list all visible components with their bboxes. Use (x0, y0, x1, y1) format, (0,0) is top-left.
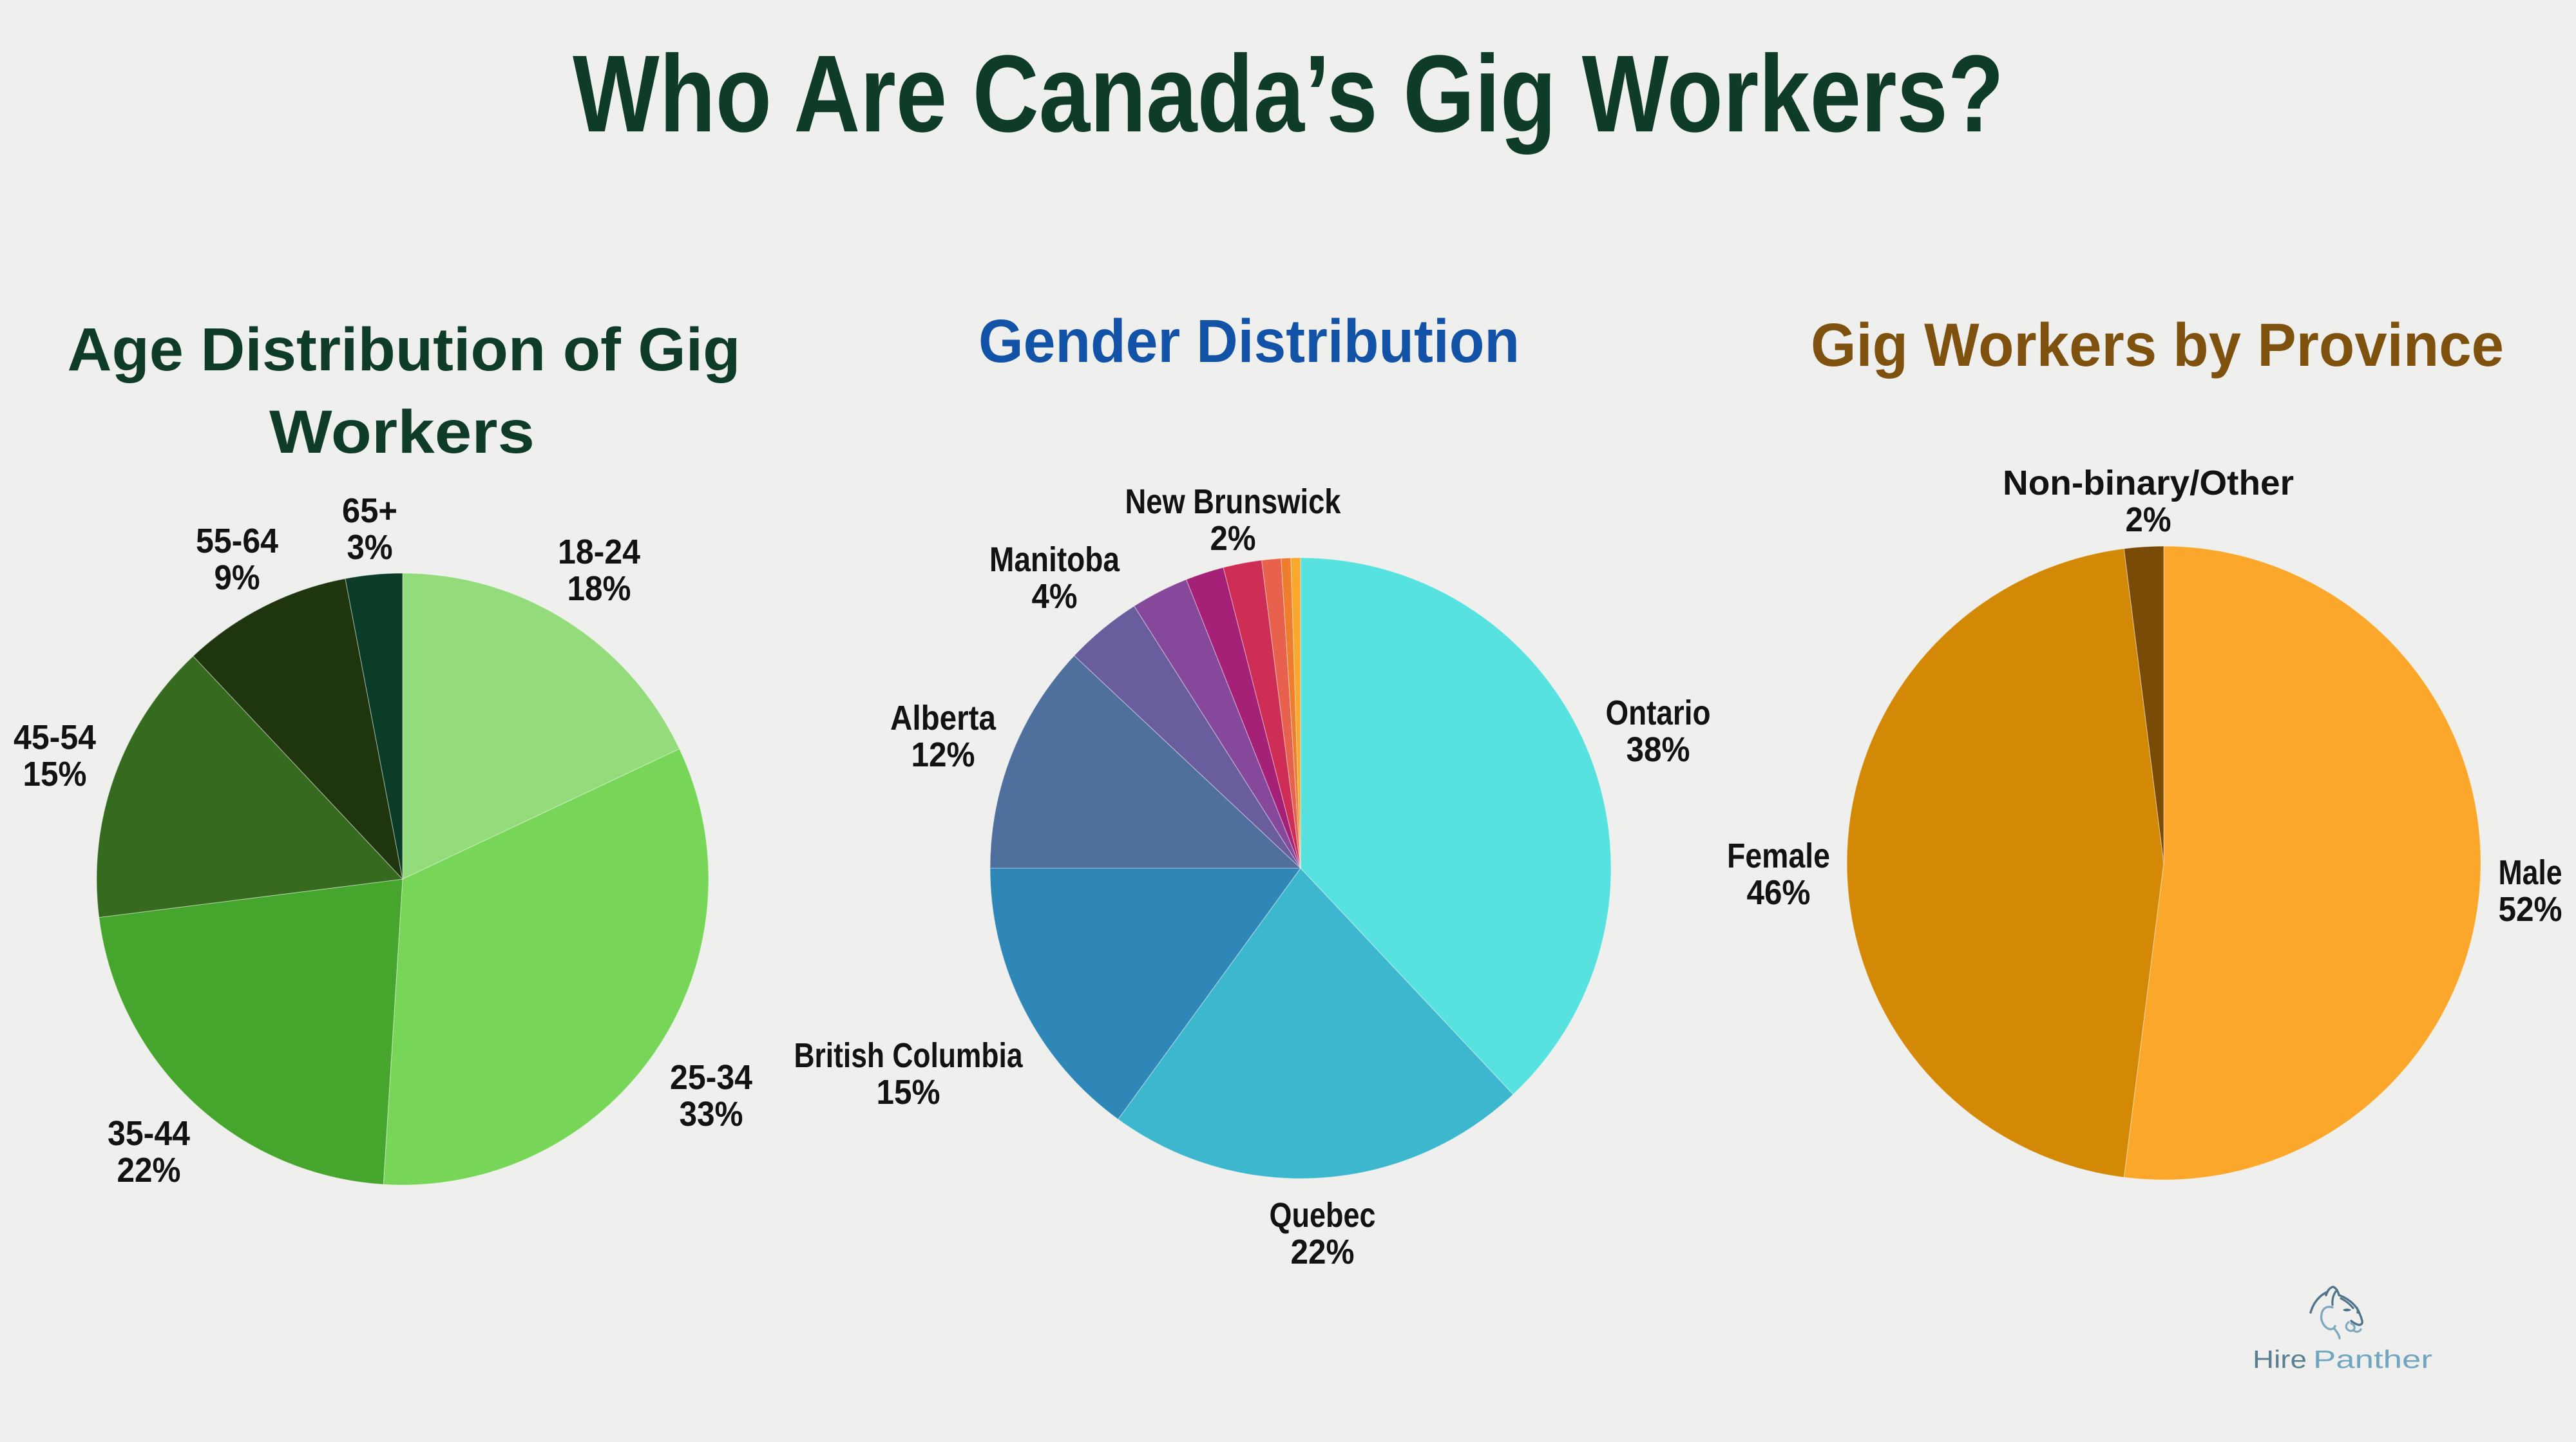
svg-text:Manitoba: Manitoba (989, 540, 1120, 579)
svg-text:Quebec: Quebec (1270, 1196, 1376, 1235)
svg-text:35-44: 35-44 (108, 1114, 190, 1153)
svg-text:2%: 2% (1210, 519, 1256, 558)
svg-text:Hire: Hire (2253, 1346, 2307, 1374)
svg-text:18-24: 18-24 (558, 533, 640, 571)
svg-text:3%: 3% (347, 528, 393, 567)
svg-text:Workers: Workers (269, 398, 535, 466)
svg-text:Ontario: Ontario (1606, 694, 1711, 732)
svg-text:9%: 9% (215, 558, 260, 597)
svg-text:52%: 52% (2499, 890, 2562, 929)
svg-text:38%: 38% (1627, 730, 1690, 769)
svg-text:New Brunswick: New Brunswick (1125, 482, 1342, 521)
svg-text:18%: 18% (568, 569, 631, 608)
svg-text:46%: 46% (1747, 873, 1811, 912)
svg-text:Gig Workers by Province: Gig Workers by Province (1811, 311, 2504, 379)
svg-text:55-64: 55-64 (196, 522, 278, 560)
svg-text:Who Are Canada’s Gig Workers?: Who Are Canada’s Gig Workers? (573, 33, 2004, 155)
svg-text:65+: 65+ (342, 491, 397, 530)
svg-text:45-54: 45-54 (14, 718, 96, 757)
svg-text:Age Distribution of Gig: Age Distribution of Gig (68, 316, 741, 384)
svg-text:4%: 4% (1032, 577, 1078, 616)
svg-text:Male: Male (2499, 853, 2562, 892)
svg-text:15%: 15% (877, 1073, 940, 1112)
svg-text:33%: 33% (680, 1095, 743, 1134)
svg-text:22%: 22% (1291, 1233, 1355, 1271)
svg-text:22%: 22% (117, 1151, 181, 1190)
svg-text:British Columbia: British Columbia (794, 1036, 1024, 1075)
svg-text:Non-binary/Other: Non-binary/Other (2003, 464, 2294, 502)
svg-text:Gender Distribution: Gender Distribution (978, 307, 1520, 375)
svg-text:25-34: 25-34 (670, 1058, 752, 1097)
svg-text:Female: Female (1727, 837, 1830, 875)
svg-text:2%: 2% (2126, 500, 2171, 539)
svg-text:Panther: Panther (2313, 1346, 2432, 1374)
svg-text:Alberta: Alberta (890, 699, 997, 737)
svg-text:15%: 15% (23, 755, 87, 793)
svg-text:12%: 12% (911, 735, 975, 774)
